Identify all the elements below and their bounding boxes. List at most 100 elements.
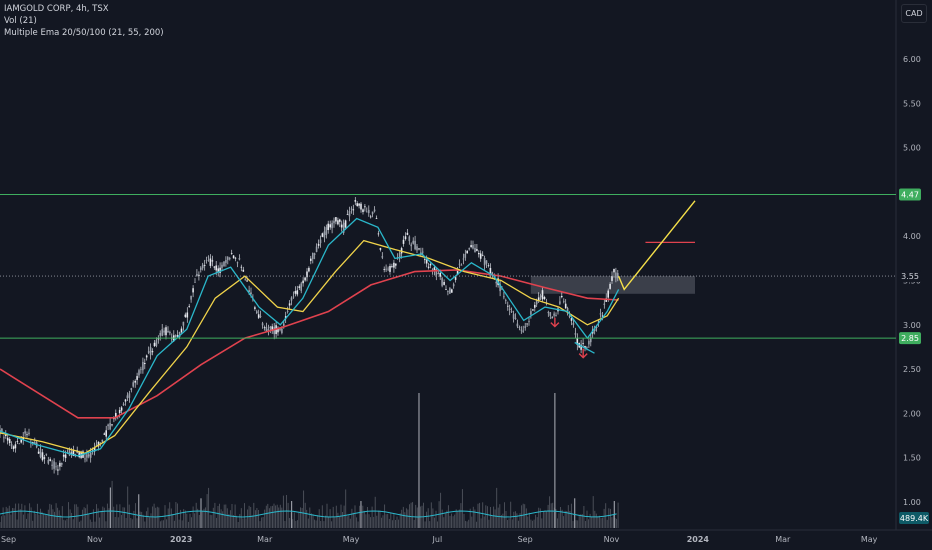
candle-body: [352, 209, 355, 211]
legend-ema[interactable]: Multiple Ema 20/50/100 (21, 55, 200): [4, 28, 164, 38]
candle-body: [588, 340, 590, 345]
candle-body: [479, 253, 482, 259]
candle-body: [22, 437, 24, 441]
candle-body: [611, 276, 613, 281]
candle-body: [269, 326, 272, 329]
candle-body: [487, 265, 490, 267]
candle-body: [495, 281, 497, 284]
candle-body: [41, 452, 44, 461]
candle-body: [120, 407, 123, 411]
candle-body: [530, 311, 532, 315]
candle-body: [290, 297, 293, 301]
candle-body: [230, 253, 233, 254]
candle-body: [499, 283, 501, 292]
candle-body: [323, 231, 326, 238]
price-tick-label: 5.50: [903, 99, 921, 108]
candle-body: [300, 283, 302, 291]
candle-body: [470, 245, 472, 247]
candle-body: [176, 335, 179, 337]
candle-body: [310, 258, 312, 261]
candle-body: [346, 214, 349, 215]
candle-body: [207, 256, 210, 258]
time-tick-label: Nov: [604, 535, 620, 544]
candle-body: [68, 449, 71, 456]
candle-body: [505, 300, 507, 301]
candle-body: [113, 418, 115, 420]
candle-body: [590, 337, 592, 343]
candle-body: [232, 255, 235, 259]
candle-body: [99, 442, 102, 444]
candle-body: [572, 322, 575, 325]
candle-body: [329, 224, 331, 228]
time-tick-label: Mar: [257, 535, 273, 544]
candle-body: [86, 454, 88, 458]
candle-body: [192, 288, 194, 293]
candle-body: [16, 441, 19, 442]
candle-body: [37, 451, 40, 454]
candle-body: [221, 264, 223, 268]
candle-body: [213, 266, 216, 268]
candle-body: [101, 439, 104, 442]
candle-body: [88, 454, 90, 457]
candle-body: [248, 290, 250, 292]
candle-body: [414, 240, 416, 250]
candle-body: [142, 362, 144, 371]
candle-body: [165, 327, 167, 336]
candle-body: [466, 250, 468, 254]
volume-average-line: [0, 510, 617, 518]
candle-body: [485, 260, 488, 264]
candle-body: [408, 236, 411, 242]
candle-body: [433, 267, 436, 271]
candle-body: [535, 300, 538, 305]
candle-body: [331, 222, 333, 229]
candle-body: [0, 430, 1, 435]
candle-body: [261, 323, 264, 326]
candle-body: [327, 223, 329, 230]
candle-body: [132, 382, 134, 387]
candle-body: [462, 258, 465, 260]
candle-body: [389, 266, 391, 272]
candle-body: [59, 462, 61, 467]
candle-body: [244, 279, 246, 281]
candle-body: [615, 272, 617, 279]
candle-body: [24, 431, 26, 434]
candle-body: [105, 430, 107, 437]
candle-body: [149, 347, 152, 356]
candle-body: [312, 253, 314, 259]
level-price-tag-text: 4.47: [901, 191, 919, 200]
candle-body: [169, 332, 171, 334]
candle-body: [342, 222, 345, 233]
candle-body: [49, 459, 51, 461]
candle-body: [512, 314, 515, 319]
candle-body: [381, 256, 384, 258]
candle-body: [373, 209, 376, 212]
candle-body: [286, 311, 289, 312]
candle-body: [449, 288, 451, 294]
candle-body: [445, 289, 447, 290]
candle-body: [157, 337, 160, 340]
candle-body: [568, 315, 571, 318]
candle-body: [429, 264, 432, 266]
ema-200-line: [0, 269, 619, 419]
candle-body: [308, 267, 310, 272]
candle-body: [393, 262, 395, 268]
candle-body: [136, 376, 138, 380]
candle-body: [43, 457, 46, 459]
legend-symbol[interactable]: IAMGOLD CORP, 4h, TSX: [4, 4, 109, 14]
candle-body: [603, 303, 606, 305]
candle-body: [238, 258, 241, 260]
candle-body: [302, 280, 304, 284]
candle-body: [617, 273, 619, 278]
candle-body: [273, 326, 275, 335]
currency-button[interactable]: CAD: [901, 4, 927, 23]
candle-body: [184, 314, 187, 317]
candle-body: [18, 443, 21, 445]
candle-body: [458, 263, 461, 265]
candle-body: [250, 292, 252, 294]
ema-21-line: [0, 217, 620, 457]
price-tick-label: 6.00: [903, 55, 921, 64]
time-tick-label: Sep: [1, 535, 16, 544]
candle-body: [613, 269, 615, 273]
legend-volume[interactable]: Vol (21): [4, 16, 37, 26]
